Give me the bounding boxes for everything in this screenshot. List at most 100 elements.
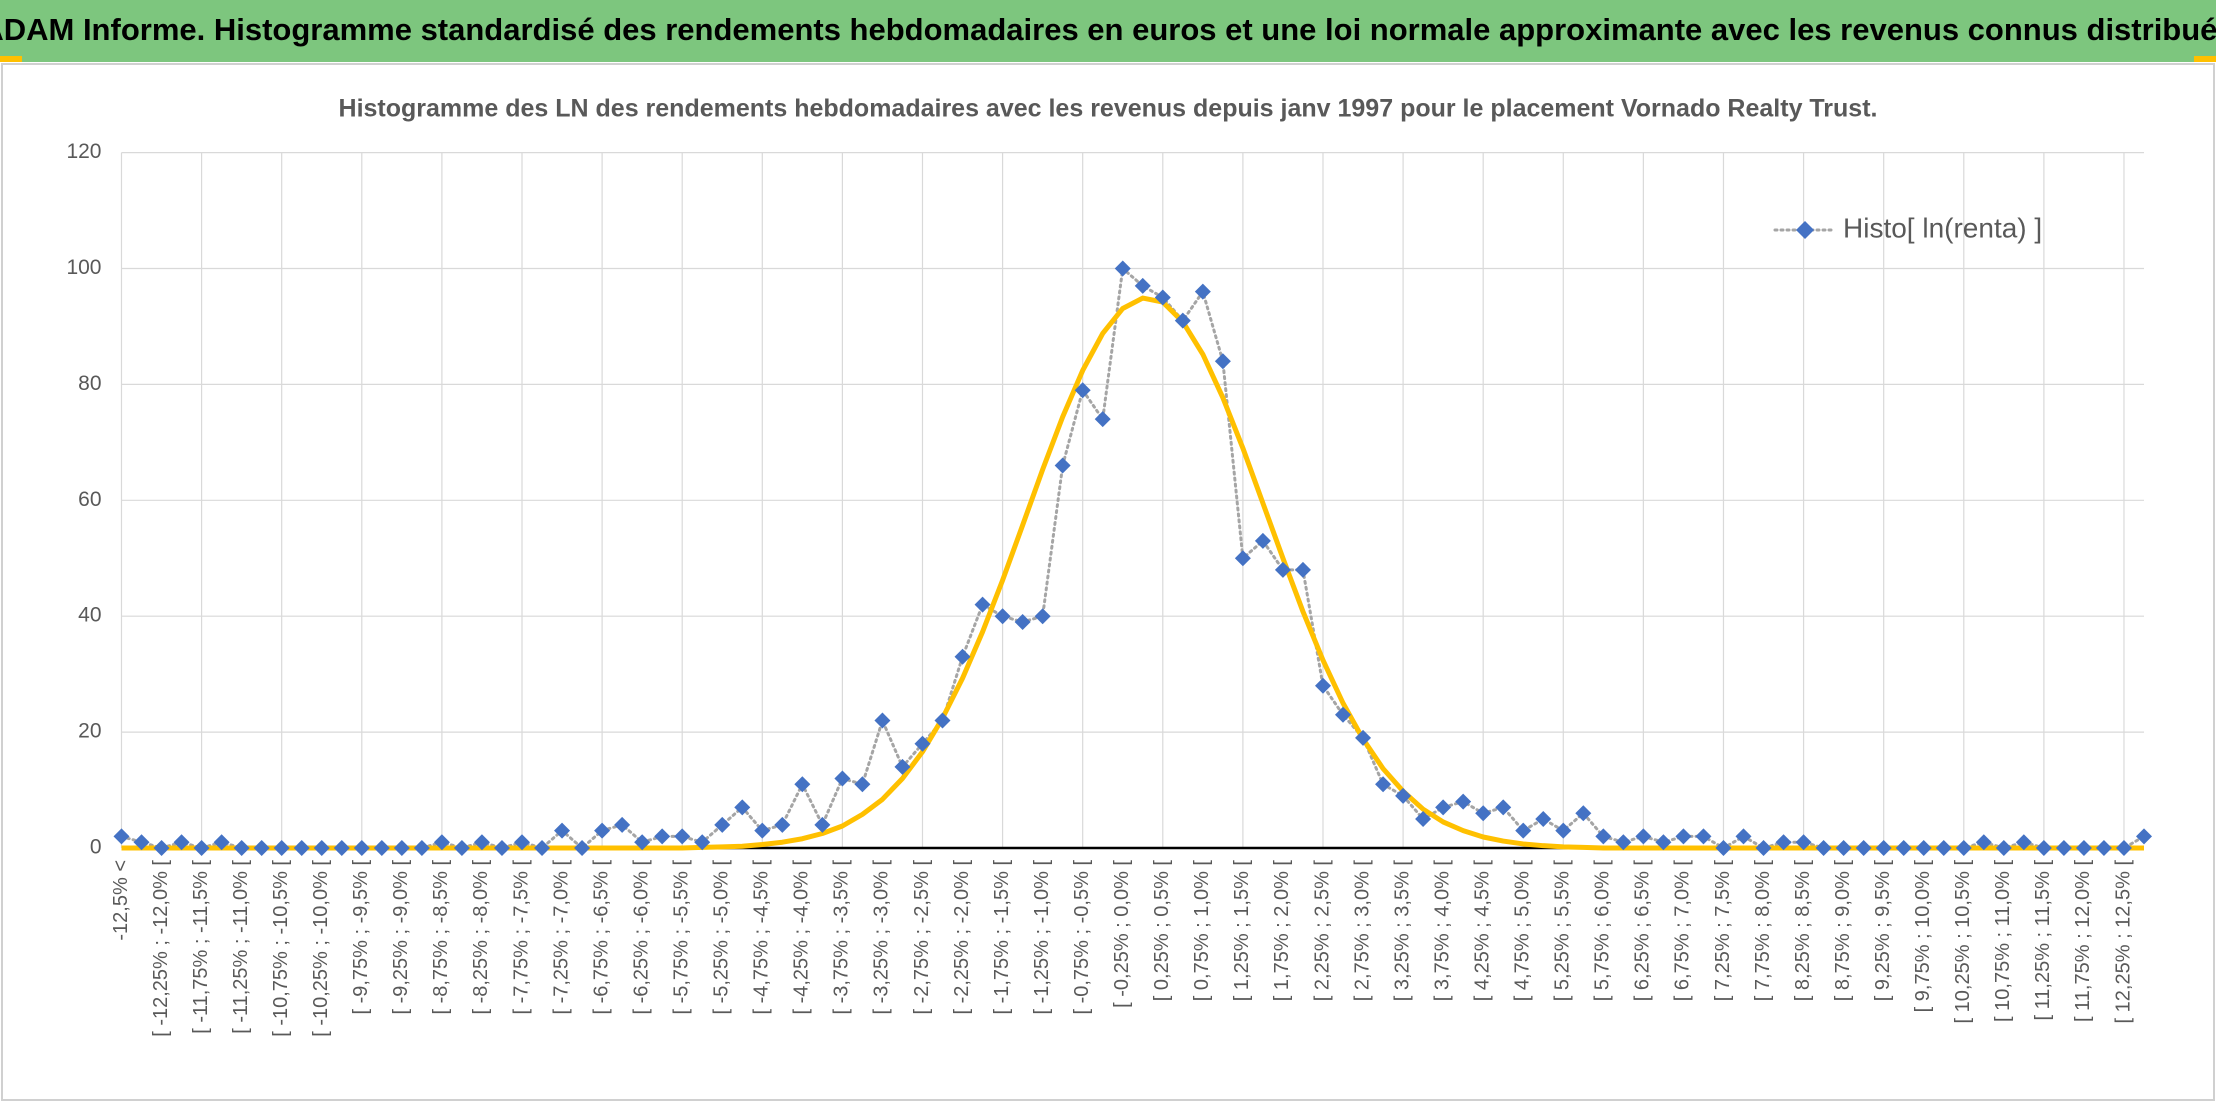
data-point <box>614 816 631 833</box>
data-point <box>814 816 831 833</box>
data-point <box>433 834 450 851</box>
x-tick-label: [ 4,25% ; 4,5% [ <box>1471 860 1493 1002</box>
data-point <box>554 822 571 839</box>
x-tick-label: [ -3,25% ; -3,0% [ <box>871 860 893 1015</box>
series-line <box>120 267 2146 850</box>
data-point <box>714 816 731 833</box>
data-point <box>674 828 691 845</box>
data-point <box>854 776 871 793</box>
data-point <box>1875 840 1892 856</box>
x-tick-label: [ -2,75% ; -2,5% [ <box>911 860 933 1015</box>
data-point <box>113 828 130 845</box>
legend-label: Histo[ ln(renta) ] <box>1843 212 2042 243</box>
data-point <box>1695 828 1712 845</box>
data-point <box>894 758 911 775</box>
data-point <box>1795 834 1812 851</box>
data-point <box>313 840 330 856</box>
data-point <box>914 735 931 752</box>
data-point <box>1074 382 1091 399</box>
data-point <box>2115 840 2132 856</box>
data-point <box>1214 353 1231 370</box>
x-tick-label: [ 12,25% ; 12,5% [ <box>2112 860 2134 1024</box>
data-point <box>493 840 510 856</box>
x-tick-label: [ 5,75% ; 6,0% [ <box>1592 860 1614 1002</box>
data-point <box>1675 828 1692 845</box>
y-tick-label: 60 <box>78 488 101 511</box>
data-point <box>293 840 310 856</box>
data-point <box>2055 840 2072 856</box>
x-tick-label: [ 6,25% ; 6,5% [ <box>1632 860 1654 1002</box>
x-tick-label: [ -3,75% ; -3,5% [ <box>831 860 853 1015</box>
data-point <box>954 648 971 665</box>
series-line <box>121 295 2144 851</box>
data-point <box>393 840 410 856</box>
data-point <box>1415 811 1432 828</box>
x-tick-label: [ 11,75% ; 12,0% [ <box>2072 860 2094 1022</box>
data-point <box>794 776 811 793</box>
legend-marker <box>1796 221 1814 239</box>
data-point <box>1355 729 1372 746</box>
x-tick-label: [ 1,75% ; 2,0% [ <box>1271 860 1293 1002</box>
data-point <box>1935 840 1952 856</box>
data-point <box>1034 608 1051 625</box>
x-tick-label: [ -11,75% ; -11,5% [ <box>190 860 212 1034</box>
data-point <box>453 840 470 856</box>
x-tick-label: [ -5,25% ; -5,0% [ <box>711 860 733 1015</box>
data-point <box>1294 561 1311 578</box>
data-point <box>734 799 751 816</box>
x-tick-label: [ -5,75% ; -5,5% [ <box>670 860 692 1015</box>
x-tick-label: [ 2,75% ; 3,0% [ <box>1351 860 1373 1002</box>
data-point <box>1134 277 1151 294</box>
data-point <box>253 840 270 856</box>
header-banner <box>0 0 2216 62</box>
x-tick-label: [ -1,25% ; -1,0% [ <box>1031 860 1053 1015</box>
data-point <box>333 840 350 856</box>
header-title: ADAM Informe. Histogramme standardisé de… <box>0 12 2216 47</box>
x-tick-label: [ -7,75% ; -7,5% [ <box>510 860 532 1015</box>
data-point <box>1635 828 1652 845</box>
x-tick-label: [ -4,75% ; -4,5% [ <box>751 860 773 1015</box>
data-point <box>213 834 230 851</box>
data-point <box>1815 840 1832 856</box>
x-tick-label: [ 7,25% ; 7,5% [ <box>1712 860 1734 1002</box>
data-point <box>193 840 210 856</box>
data-point <box>1975 834 1992 851</box>
x-tick-label: [ -11,25% ; -11,0% [ <box>230 860 252 1034</box>
y-tick-label: 0 <box>90 836 102 859</box>
data-point <box>233 840 250 856</box>
x-tick-label: [ -9,75% ; -9,5% [ <box>350 860 372 1015</box>
data-point <box>1375 776 1392 793</box>
data-point <box>1535 811 1552 828</box>
x-tick-label: [ -8,75% ; -8,5% [ <box>430 860 452 1015</box>
y-tick-label: 40 <box>78 604 101 627</box>
data-point <box>694 834 711 851</box>
data-point <box>1755 840 1772 856</box>
data-point <box>1655 834 1672 851</box>
data-point <box>934 712 951 729</box>
data-point <box>1895 840 1912 856</box>
chart-frame <box>1 63 2215 1101</box>
data-point <box>1495 799 1512 816</box>
data-point <box>1455 793 1472 810</box>
x-tick-label: [ -0,75% ; -0,5% [ <box>1071 860 1093 1015</box>
data-point <box>654 828 671 845</box>
data-point <box>1855 840 1872 856</box>
data-point <box>153 840 170 856</box>
x-tick-label: [ -9,25% ; -9,0% [ <box>390 860 412 1015</box>
data-point <box>1915 840 1932 856</box>
data-point <box>1194 283 1211 300</box>
data-point <box>1274 561 1291 578</box>
data-point <box>413 840 430 856</box>
x-tick-label: [ -8,25% ; -8,0% [ <box>470 860 492 1015</box>
data-point <box>754 822 771 839</box>
data-point <box>1094 411 1111 428</box>
data-point <box>1475 805 1492 822</box>
y-tick-label: 80 <box>78 372 101 395</box>
x-tick-label: [ -2,25% ; -2,0% [ <box>951 860 973 1015</box>
x-tick-label: [ 7,75% ; 8,0% [ <box>1752 860 1774 1002</box>
data-point <box>173 834 190 851</box>
data-point <box>1114 260 1131 277</box>
x-tick-label: [ 9,25% ; 9,5% [ <box>1872 860 1894 1002</box>
data-point <box>2035 840 2052 856</box>
